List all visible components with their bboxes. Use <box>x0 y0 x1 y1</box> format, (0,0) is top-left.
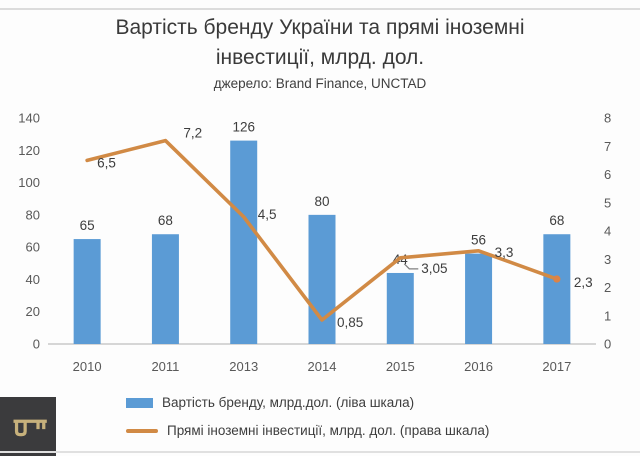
x-axis-label: 2011 <box>151 359 179 374</box>
left-axis-tick: 140 <box>18 111 40 126</box>
x-axis-label: 2015 <box>386 359 415 374</box>
line-value-label: 2,3 <box>574 275 593 290</box>
x-axis-label: 2016 <box>464 359 493 374</box>
line-value-label: 7,2 <box>183 126 202 141</box>
line-value-label: 4,5 <box>258 207 277 222</box>
legend-label-brand-value: Вартість бренду, млрд.дол. (ліва шкала) <box>162 395 415 410</box>
right-axis-tick: 2 <box>604 280 611 295</box>
line-end-marker <box>553 275 561 283</box>
legend-label-fdi: Прямі іноземні інвестиції, млрд. дол. (п… <box>167 423 490 438</box>
line-series-swatch <box>126 428 158 433</box>
bar-value-label: 68 <box>158 213 173 228</box>
right-axis-tick: 8 <box>604 111 611 126</box>
left-axis-tick: 60 <box>26 240 40 255</box>
legend-item-brand-value: Вартість бренду, млрд.дол. (ліва шкала) <box>126 395 489 410</box>
key-icon <box>13 419 47 436</box>
bar-value-label: 65 <box>80 218 95 233</box>
watermark-badge <box>0 397 56 456</box>
left-axis-tick: 40 <box>26 272 40 287</box>
left-axis-tick: 80 <box>26 207 40 222</box>
legend-item-fdi: Прямі іноземні інвестиції, млрд. дол. (п… <box>126 423 489 438</box>
bar-2015 <box>386 272 414 344</box>
line-value-label: 0,85 <box>337 315 363 330</box>
right-axis-tick: 6 <box>604 167 611 182</box>
bar-2010 <box>73 239 101 344</box>
chart-title-line1: Вартість бренду України та прямі іноземн… <box>115 16 525 39</box>
bar-2014 <box>308 214 336 344</box>
line-value-label: 3,3 <box>495 245 514 260</box>
right-axis-tick: 0 <box>604 337 611 352</box>
bottom-border <box>0 451 640 453</box>
bar-2011 <box>151 234 179 344</box>
fdi-line <box>85 138 559 322</box>
right-axis-tick: 1 <box>604 308 611 323</box>
right-axis-tick: 7 <box>604 139 611 154</box>
chart-source: джерело: Brand Finance, UNCTAD <box>213 76 427 91</box>
bar-value-label: 80 <box>314 194 329 209</box>
legend: Вартість бренду, млрд.дол. (ліва шкала) … <box>126 395 489 451</box>
bar-value-label: 68 <box>549 213 564 228</box>
x-axis-label: 2010 <box>73 359 102 374</box>
x-axis-label: 2014 <box>308 359 337 374</box>
bar-series-swatch <box>126 397 153 408</box>
bar-2017 <box>543 234 571 344</box>
chart-header: Вартість бренду України та прямі іноземн… <box>0 13 640 91</box>
line-value-label: 3,05 <box>421 261 447 276</box>
callout-leader-line <box>403 263 419 270</box>
left-axis-tick: 0 <box>33 337 40 352</box>
right-axis-tick: 3 <box>604 252 611 267</box>
x-axis-label: 2013 <box>229 359 258 374</box>
x-axis-label: 2017 <box>542 359 571 374</box>
right-axis-tick: 5 <box>604 195 611 210</box>
chart-title-line2: інвестиції, млрд. дол. <box>215 46 425 69</box>
bar-2016 <box>465 253 493 344</box>
left-axis-tick: 120 <box>18 143 40 158</box>
bar-value-label: 56 <box>471 233 486 248</box>
left-axis-tick: 100 <box>18 175 40 190</box>
bar-value-label: 126 <box>232 120 255 135</box>
line-value-label: 6,5 <box>97 155 116 170</box>
left-axis-tick: 20 <box>26 304 40 319</box>
bar-2013 <box>230 140 258 344</box>
top-border <box>0 8 640 10</box>
right-axis-tick: 4 <box>604 224 611 239</box>
